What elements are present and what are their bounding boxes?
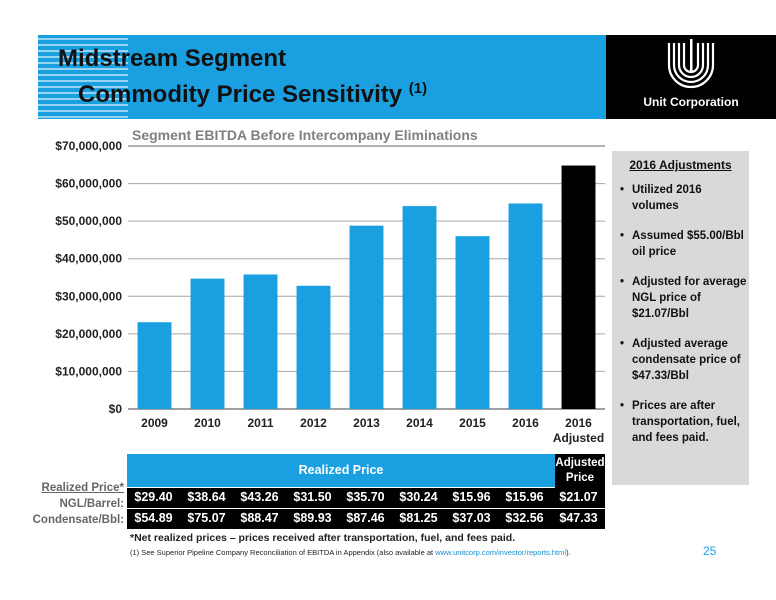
- ngl-price-row: $29.40 $38.64 $43.26 $31.50 $35.70 $30.2…: [127, 488, 605, 508]
- header-stripe: [38, 62, 128, 64]
- header-stripe: [38, 116, 128, 118]
- adjustment-item: Adjusted average condensate price of $47…: [620, 336, 749, 384]
- price-cell: $81.25: [399, 511, 438, 525]
- header-stripe: [38, 110, 128, 112]
- realized-price-label: Realized Price*: [41, 482, 124, 494]
- price-cell: $54.89: [134, 511, 173, 525]
- adjustments-title: 2016 Adjustments: [629, 158, 732, 172]
- slide-title: Midstream Segment Commodity Price Sensit…: [58, 44, 427, 110]
- y-tick-label: $20,000,000: [55, 327, 122, 341]
- x-tick-label-line: 2011: [247, 416, 273, 430]
- adjusted-price-header: Adjusted Price: [555, 454, 605, 489]
- price-cell: $21.07: [559, 490, 598, 504]
- header-stripes: [38, 38, 128, 118]
- x-tick-label: 2013: [353, 416, 380, 430]
- price-cell: $37.03: [452, 511, 491, 525]
- bar: [190, 278, 225, 409]
- header-stripe: [38, 104, 128, 106]
- y-tick-label: $40,000,000: [55, 252, 122, 266]
- x-tick-label-line: 2010: [194, 416, 221, 430]
- price-cell: $30.24: [399, 490, 438, 504]
- chart-title: Segment EBITDA Before Intercompany Elimi…: [132, 127, 478, 143]
- page-number: 25: [703, 544, 717, 558]
- bar: [508, 203, 543, 409]
- header-stripe: [38, 98, 128, 100]
- header-stripe: [38, 80, 128, 82]
- x-tick-label-line: 2015: [459, 416, 486, 430]
- price-cell: $35.70: [346, 490, 385, 504]
- price-row-labels: Realized Price* NGL/Barrel: Condensate/B…: [20, 480, 124, 528]
- header-stripe: [38, 56, 128, 58]
- investor-reports-link[interactable]: www.unitcorp.com/investor/reports.html: [435, 548, 567, 557]
- footnote-text: (1) See Superior Pipeline Company Reconc…: [130, 548, 436, 557]
- x-tick-label: 2009: [141, 416, 168, 430]
- condensate-row-label: Condensate/Bbl:: [32, 514, 124, 526]
- slide-title-line1: Midstream Segment: [58, 45, 287, 72]
- price-cell: $31.50: [293, 490, 332, 504]
- header-stripe: [38, 74, 128, 76]
- company-logo: Unit Corporation: [606, 35, 776, 119]
- price-cell: $88.47: [240, 511, 279, 525]
- x-tick-label-line: 2014: [406, 416, 433, 430]
- y-tick-label: $0: [109, 402, 123, 416]
- adjustment-item: Prices are after transportation, fuel, a…: [620, 398, 749, 446]
- price-cell: $15.96: [505, 490, 544, 504]
- price-cell: $29.40: [134, 490, 173, 504]
- adjustment-item: Adjusted for average NGL price of $21.07…: [620, 274, 749, 322]
- x-tick-label-line: 2012: [300, 416, 327, 430]
- price-cell: $87.46: [346, 511, 385, 525]
- price-cell: $43.26: [240, 490, 279, 504]
- x-tick-label: 2014: [406, 416, 433, 430]
- price-cell: $32.56: [505, 511, 544, 525]
- bar: [402, 206, 437, 409]
- adjustment-item: Assumed $55.00/Bbl oil price: [620, 228, 749, 260]
- x-tick-label: 2016: [512, 416, 539, 430]
- y-tick-label: $60,000,000: [55, 177, 122, 191]
- x-tick-label: 2016 Adjusted: [553, 416, 604, 445]
- x-tick-label-line: 2016: [512, 416, 539, 430]
- bar: [243, 274, 278, 409]
- ebitda-bar-chart: $0 $10,000,000 $20,000,000 $30,000,000 $40,0…: [55, 139, 605, 445]
- footnote-end: ).: [566, 548, 571, 557]
- x-tick-label-line: 2009: [141, 416, 168, 430]
- y-tick-label: $30,000,000: [55, 289, 122, 303]
- bar: [349, 225, 384, 409]
- price-cell: $15.96: [452, 490, 491, 504]
- x-tick-label: 2010: [194, 416, 221, 430]
- x-tick-label-line: 2016: [565, 416, 592, 430]
- bar: [455, 236, 490, 409]
- bar: [296, 285, 331, 409]
- reconciliation-footnote: (1) See Superior Pipeline Company Reconc…: [130, 548, 571, 557]
- logo-text: Unit Corporation: [643, 95, 739, 109]
- header-stripe: [38, 38, 128, 40]
- realized-price-header: Realized Price: [127, 454, 555, 487]
- adjustments-panel: 2016 Adjustments Utilized 2016 volumes A…: [612, 151, 749, 485]
- adjustment-item: Utilized 2016 volumes: [620, 182, 749, 214]
- price-cell: $75.07: [187, 511, 226, 525]
- slide-title-footnote-ref: (1): [408, 80, 428, 97]
- x-tick-label-line: 2013: [353, 416, 380, 430]
- net-price-footnote: *Net realized prices – prices received a…: [130, 532, 516, 544]
- header-stripe: [38, 68, 128, 70]
- header-stripe: [38, 44, 128, 46]
- header-stripe: [38, 92, 128, 94]
- y-tick-label: $10,000,000: [55, 364, 122, 378]
- price-cell: $38.64: [187, 490, 226, 504]
- unit-logo-icon: [667, 39, 715, 89]
- price-cell: $47.33: [559, 511, 598, 525]
- bar: [561, 165, 596, 409]
- condensate-price-row: $54.89 $75.07 $88.47 $89.93 $87.46 $81.2…: [127, 509, 605, 529]
- y-tick-label: $70,000,000: [55, 139, 122, 153]
- x-tick-label-line: Adjusted: [553, 431, 604, 445]
- ngl-row-label: NGL/Barrel:: [59, 498, 124, 510]
- bar: [137, 322, 172, 409]
- header-stripe: [38, 50, 128, 52]
- y-tick-label: $50,000,000: [55, 214, 122, 228]
- price-cell: $89.93: [293, 511, 332, 525]
- x-tick-label: 2012: [300, 416, 327, 430]
- x-tick-label: 2015: [459, 416, 486, 430]
- slide-title-line2: Commodity Price Sensitivity: [78, 81, 403, 108]
- header-stripe: [38, 86, 128, 88]
- x-tick-label: 2011: [247, 416, 273, 430]
